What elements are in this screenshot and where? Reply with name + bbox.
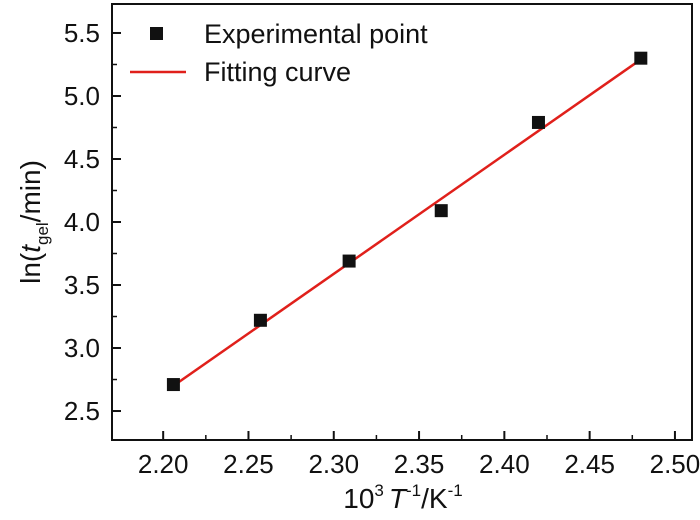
experimental-point-1 bbox=[253, 313, 267, 327]
x-label-var: T bbox=[389, 483, 408, 514]
y-axis-label: ln(tgel/min) bbox=[15, 160, 52, 284]
experimental-point-3 bbox=[434, 204, 448, 218]
legend-marker-square bbox=[150, 27, 163, 40]
y-tick-label-4: 4.5 bbox=[64, 144, 100, 174]
y-tick-label-3: 4.0 bbox=[64, 207, 100, 237]
y-tick-label-0: 2.5 bbox=[64, 396, 100, 426]
x-tick-label-2: 2.30 bbox=[308, 449, 359, 479]
x-tick-label-5: 2.45 bbox=[564, 449, 615, 479]
x-axis-label: 103 T-1/K-1 bbox=[343, 481, 462, 514]
x-tick-label-6: 2.50 bbox=[650, 449, 700, 479]
experimental-point-4 bbox=[531, 115, 545, 129]
tick-labels: 2.20 2.25 2.30 2.35 2.40 2.45 2.50 2.5 3.0 3.5 4.0… bbox=[64, 18, 700, 479]
points-layer bbox=[166, 51, 648, 392]
x-tick-label-3: 2.35 bbox=[394, 449, 445, 479]
y-tick-label-1: 3.0 bbox=[64, 333, 100, 363]
y-label-var: t bbox=[15, 244, 46, 253]
experimental-point-2 bbox=[342, 254, 356, 268]
legend-label-fitting: Fitting curve bbox=[204, 57, 351, 87]
x-label-prefix-sup: 3 bbox=[374, 481, 383, 500]
y-tick-label-5: 5.0 bbox=[64, 81, 100, 111]
x-tick-label-0: 2.20 bbox=[138, 449, 189, 479]
plot-frame bbox=[111, 3, 693, 441]
y-label-var-sub: gel bbox=[33, 222, 52, 245]
fit-layer bbox=[172, 58, 642, 387]
y-tick-label-2: 3.5 bbox=[64, 270, 100, 300]
x-label-unit-sup: -1 bbox=[448, 481, 463, 500]
axis-ticks bbox=[112, 31, 676, 440]
y-tick-label-6: 5.5 bbox=[64, 18, 100, 48]
x-label-var-sup: -1 bbox=[406, 481, 421, 500]
y-label-suffix: /min) bbox=[15, 160, 46, 222]
experimental-point-5 bbox=[634, 51, 648, 65]
legend: Experimental point Fitting curve bbox=[130, 19, 428, 87]
y-label-prefix: ln( bbox=[15, 252, 46, 284]
fitting-curve-line bbox=[172, 58, 642, 387]
x-tick-label-4: 2.40 bbox=[479, 449, 530, 479]
x-tick-label-1: 2.25 bbox=[223, 449, 274, 479]
experimental-point-0 bbox=[166, 378, 180, 392]
legend-label-experimental: Experimental point bbox=[204, 19, 428, 49]
x-label-prefix: 10 bbox=[343, 483, 374, 514]
x-label-unit: /K bbox=[421, 483, 448, 514]
